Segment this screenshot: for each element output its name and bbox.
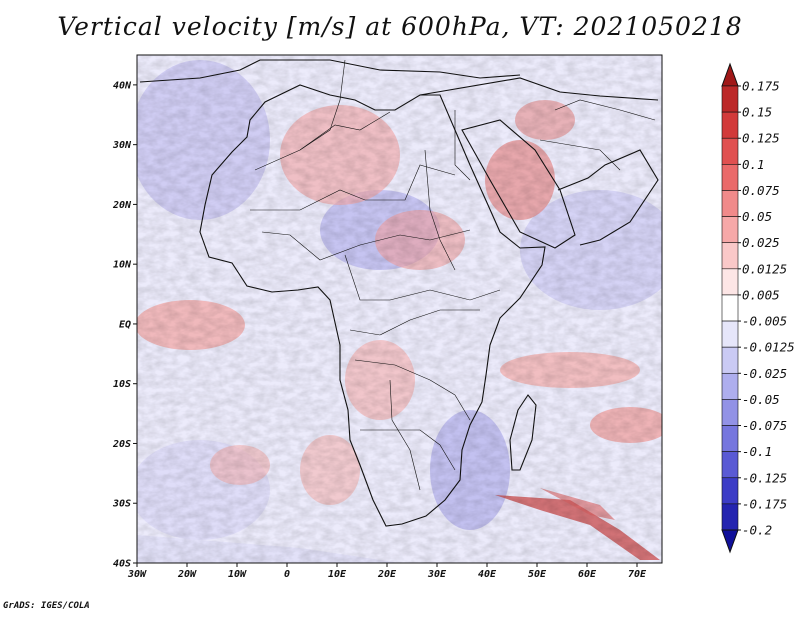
- colorbar-bin: [721, 346, 739, 374]
- colorbar-label: 0.175: [742, 79, 780, 94]
- colorbar-bin: [721, 320, 739, 348]
- lon-label: 10W: [228, 569, 247, 580]
- colorbar-label: -0.2: [742, 523, 772, 538]
- colorbar-label: -0.0125: [742, 340, 795, 355]
- lat-label: 30N: [112, 140, 132, 151]
- colorbar-label: -0.125: [742, 470, 787, 485]
- colorbar-bin: [721, 372, 739, 400]
- colorbar-bottom-arrow: [721, 529, 739, 554]
- colorbar-bin: [721, 190, 739, 217]
- colorbar-bin: [721, 164, 739, 191]
- colorbar-top-arrow: [721, 62, 739, 87]
- colorbar-label: 0.15: [742, 105, 772, 120]
- lat-label: EQ: [119, 319, 131, 330]
- grads-credit: GrADS: IGES/COLA: [3, 601, 90, 611]
- colorbar-bin: [721, 451, 739, 479]
- colorbar-label: 0.05: [742, 209, 772, 224]
- lat-label: 20N: [112, 200, 132, 211]
- colorbar-label: 0.025: [742, 235, 780, 250]
- colorbar-label: -0.025: [742, 366, 787, 381]
- colorbar-label: -0.005: [742, 314, 787, 329]
- colorbar-bin: [721, 294, 739, 322]
- colorbar-bin: [721, 477, 739, 505]
- lat-label: 20S: [112, 439, 131, 450]
- colorbar-bin: [721, 242, 739, 270]
- colorbar-label: 0.005: [742, 287, 780, 302]
- lon-label: 20W: [177, 569, 197, 580]
- longitude-axis: 30W 20W 10W 0 10E 20E 30E 40E 50E 60E 70E: [127, 563, 647, 580]
- lon-label: 30E: [427, 569, 447, 580]
- colorbar-bin: [721, 85, 739, 113]
- lon-label: 10E: [328, 569, 347, 580]
- colorbar-bin: [721, 503, 739, 531]
- lat-label: 10N: [113, 260, 132, 271]
- colorbar-bin: [721, 268, 739, 296]
- colorbar-label: -0.1: [742, 444, 772, 459]
- map-title: Vertical velocity [m/s] at 600hPa, VT: 2…: [57, 12, 743, 41]
- colorbar: 0.175 0.15 0.125 0.1 0.075 0.05 0.025 0.0125 0.0…: [721, 62, 795, 554]
- latitude-axis: 40N 30N 20N 10N EQ 10S 20S 30S 40S: [112, 80, 137, 570]
- colorbar-bin: [721, 111, 739, 139]
- coastlines: [139, 59, 659, 527]
- lon-label: 70E: [628, 569, 647, 580]
- colorbar-label: 0.075: [742, 183, 780, 198]
- plot-frame: [136, 54, 663, 564]
- lat-label: 30S: [112, 499, 131, 510]
- colorbar-label: -0.175: [742, 496, 787, 511]
- lon-label: 60E: [578, 569, 597, 580]
- lat-label: 10S: [113, 379, 131, 390]
- colorbar-label: 0.1: [742, 157, 765, 172]
- lat-label: 40S: [113, 559, 131, 570]
- lat-label: 40N: [113, 80, 132, 91]
- colorbar-bin: [721, 425, 739, 452]
- lon-label: 40E: [478, 569, 497, 580]
- colorbar-label: 0.0125: [742, 261, 787, 276]
- colorbar-bin: [721, 399, 739, 426]
- colorbar-bin: [721, 216, 739, 244]
- velocity-field: [137, 55, 662, 563]
- colorbar-label: 0.125: [742, 131, 780, 146]
- colorbar-bin: [721, 137, 739, 165]
- colorbar-label: -0.05: [742, 392, 780, 407]
- lon-label: 0: [284, 569, 290, 580]
- lon-label: 20E: [377, 569, 397, 580]
- lon-label: 50E: [528, 569, 547, 580]
- borders: [250, 59, 656, 491]
- colorbar-label: -0.075: [742, 418, 787, 433]
- lon-label: 30W: [127, 569, 147, 580]
